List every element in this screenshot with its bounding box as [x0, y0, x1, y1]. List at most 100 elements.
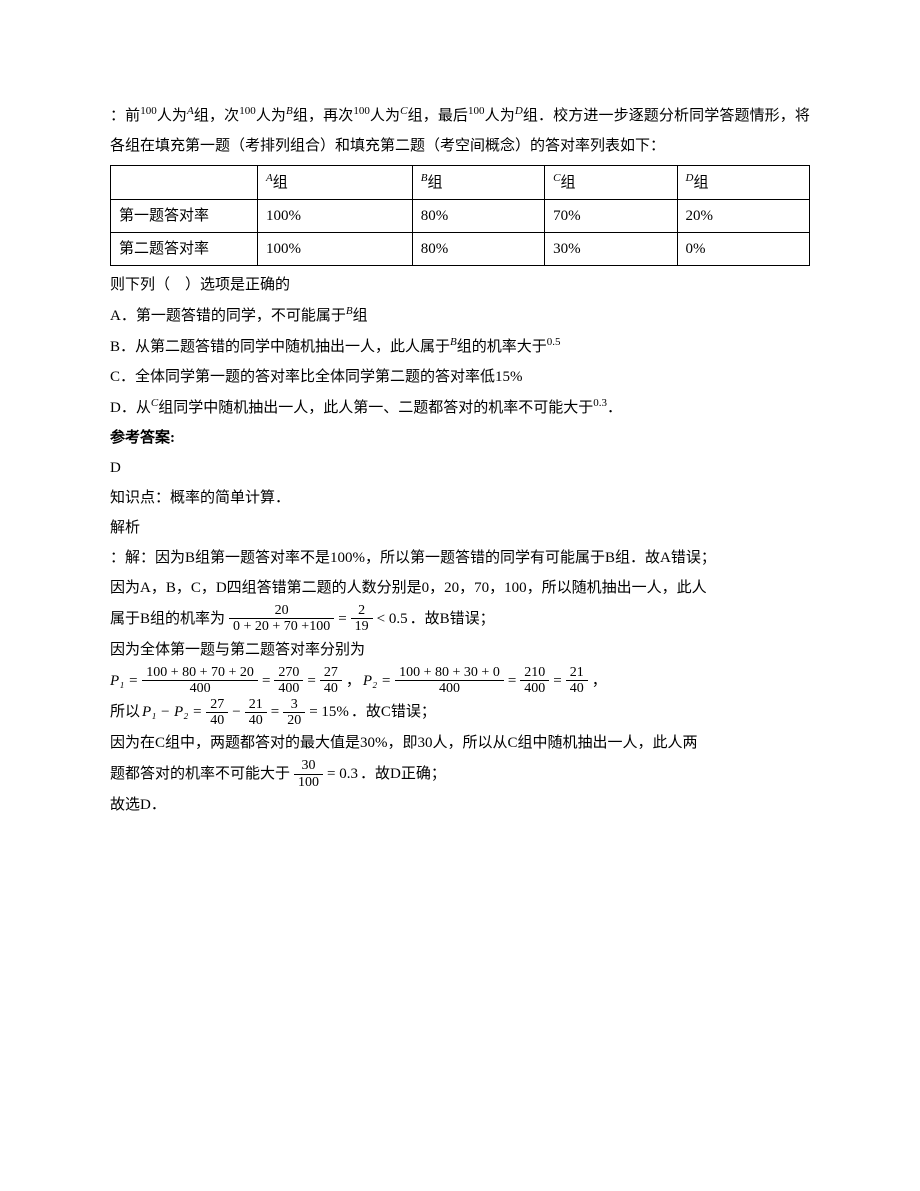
numerator: 20: [229, 603, 334, 619]
group-c: C: [400, 105, 407, 117]
denominator: 400: [395, 681, 504, 696]
row-label: 第一题答对率: [111, 200, 258, 233]
denominator: 100: [294, 775, 323, 790]
text: ．故C错误；: [351, 697, 436, 727]
equals: =: [307, 666, 315, 696]
p2-label: P₂ =: [363, 666, 391, 696]
header-row: A组 B组 C组 D组: [111, 166, 810, 200]
equals: =: [271, 697, 279, 727]
fraction: 100 + 80 + 70 + 20400: [142, 665, 258, 697]
text: 人为: [485, 108, 515, 124]
answer: D: [110, 453, 810, 483]
comma: ，: [346, 666, 361, 696]
group-label: A: [266, 172, 273, 184]
solution-c-line1: 因为全体第一题与第二题答对率分别为: [110, 635, 810, 665]
final-answer: 故选D．: [110, 790, 810, 820]
text: 人为: [370, 108, 400, 124]
group-ref: B: [450, 336, 457, 348]
intro-paragraph: ：前100人为A组，次100人为B组，再次100人为C组，最后100人为D组．校…: [110, 100, 810, 161]
equals: =: [553, 666, 561, 696]
solution-b-line1: 因为A，B，C，D四组答错第二题的人数分别是0，20，70，100，所以随机抽出…: [110, 573, 810, 603]
knowledge-point: 知识点：概率的简单计算．: [110, 483, 810, 513]
text: ．故D正确；: [360, 759, 446, 789]
suffix: 组: [694, 175, 709, 191]
denominator: 400: [520, 681, 549, 696]
less-than: < 0.5: [377, 604, 408, 634]
text: 组: [353, 308, 368, 324]
text: D．从: [110, 400, 151, 416]
denominator: 0 + 20 + 70 +100: [229, 619, 334, 634]
suffix: 组: [560, 175, 575, 191]
col-a: A组: [258, 166, 413, 200]
text: A．第一题答错的同学，不可能属于: [110, 308, 346, 324]
text: 组，次: [194, 108, 239, 124]
text: 组，再次: [293, 108, 354, 124]
numerator: 30: [294, 758, 323, 774]
option-b: B．从第二题答错的同学中随机抽出一人，此人属于B组的机率大于0.5: [110, 331, 810, 362]
p1-label: P₁ =: [110, 666, 138, 696]
equals: =: [338, 604, 346, 634]
numerator: 27: [320, 665, 342, 681]
equals: =: [262, 666, 270, 696]
denominator: 40: [320, 681, 342, 696]
question-stem: 则下列（ ）选项是正确的: [110, 270, 810, 300]
text: 组，最后: [408, 108, 469, 124]
group-d: D: [515, 105, 523, 117]
text: ．: [607, 400, 622, 416]
numerator: 21: [566, 665, 588, 681]
text: 人为: [157, 108, 187, 124]
value: 0.5: [547, 336, 561, 348]
fraction: 2140: [245, 697, 267, 729]
cell: 80%: [412, 200, 544, 233]
denominator: 40: [245, 713, 267, 728]
rate-table: A组 B组 C组 D组 第一题答对率 100% 80% 70% 20% 第二题答…: [110, 165, 810, 266]
numerator: 100 + 80 + 70 + 20: [142, 665, 258, 681]
num: 100: [468, 105, 485, 117]
cell: 20%: [677, 200, 809, 233]
col-c: C组: [545, 166, 677, 200]
option-d: D．从C组同学中随机抽出一人，此人第一、二题都答对的机率不可能大于0.3．: [110, 392, 810, 423]
solution-a: ：解：因为B组第一题答对率不是100%，所以第一题答错的同学有可能属于B组．故A…: [110, 543, 810, 573]
text: 题都答对的机率不可能大于: [110, 759, 290, 789]
suffix: 组: [273, 175, 288, 191]
cell: 100%: [258, 200, 413, 233]
solution-d-line2: 题都答对的机率不可能大于 30100 = 0.3 ．故D正确；: [110, 758, 810, 790]
empty-cell: [111, 166, 258, 200]
cell: 30%: [545, 233, 677, 266]
denominator: 19: [351, 619, 373, 634]
fraction: 2140: [566, 665, 588, 697]
cell: 100%: [258, 233, 413, 266]
solution-d-line1: 因为在C组中，两题都答对的最大值是30%，即30人，所以从C组中随机抽出一人，此…: [110, 728, 810, 758]
cell: 0%: [677, 233, 809, 266]
col-b: B组: [412, 166, 544, 200]
numerator: 100 + 80 + 30 + 0: [395, 665, 504, 681]
fraction: 270400: [274, 665, 303, 697]
denominator: 400: [142, 681, 258, 696]
numerator: 21: [245, 697, 267, 713]
numerator: 3: [283, 697, 305, 713]
equals: =: [508, 666, 516, 696]
fraction: 200 + 20 + 70 +100: [229, 603, 334, 635]
result: = 15%: [309, 697, 349, 727]
minus: −: [232, 697, 240, 727]
fraction: 2740: [320, 665, 342, 697]
solution-c-diff: 所以 P₁ − P₂ = 2740 − 2140 = 320 = 15% ．故C…: [110, 697, 810, 729]
text: 组的机率大于: [457, 339, 547, 355]
option-c: C．全体同学第一题的答对率比全体同学第二题的答对率低15%: [110, 362, 810, 392]
denominator: 40: [566, 681, 588, 696]
suffix: 组: [427, 175, 442, 191]
fraction: 100 + 80 + 30 + 0400: [395, 665, 504, 697]
reference-answer-label: 参考答案:: [110, 423, 810, 453]
denominator: 20: [283, 713, 305, 728]
num: 100: [140, 105, 157, 117]
equals: = 0.3: [327, 759, 358, 789]
text: ．故B错误；: [410, 604, 495, 634]
numerator: 2: [351, 603, 373, 619]
row-q2: 第二题答对率 100% 80% 30% 0%: [111, 233, 810, 266]
denominator: 400: [274, 681, 303, 696]
comma: ，: [592, 666, 607, 696]
group-ref: B: [346, 305, 353, 317]
text: 属于B组的机率为: [110, 604, 225, 634]
text: 人为: [256, 108, 286, 124]
row-label: 第二题答对率: [111, 233, 258, 266]
